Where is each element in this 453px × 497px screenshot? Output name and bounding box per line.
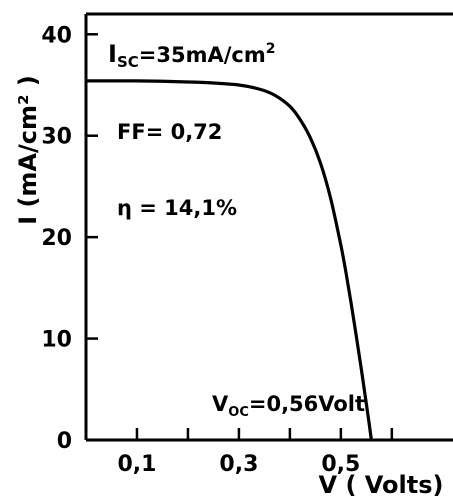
y-axis-label: I (mA/cm² )	[14, 75, 42, 225]
y-ticks: 0 10 20 30 40	[41, 23, 98, 454]
y-tick-label: 10	[41, 328, 72, 353]
voc-annotation: VOC=0,56Volt	[212, 392, 365, 420]
x-tick-label: 0,5	[321, 452, 360, 477]
x-axis-label: V ( Volts)	[319, 471, 444, 497]
isc-subscript: SC	[117, 53, 139, 71]
y-tick-label: 20	[41, 226, 72, 251]
y-tick-label: 40	[41, 23, 72, 48]
x-tick-label: 0,1	[117, 452, 156, 477]
voc-symbol: V	[212, 392, 229, 416]
iv-curve	[85, 79, 373, 441]
ff-annotation: FF= 0,72	[117, 120, 222, 144]
voc-subscript: OC	[228, 405, 249, 420]
eta-annotation: η = 14,1%	[117, 196, 237, 220]
isc-annotation: ISC=35mA/cm2	[108, 40, 275, 71]
isc-symbol: I	[108, 40, 117, 68]
y-tick-label: 0	[57, 429, 72, 454]
x-ticks: 0,1 0,3 0,5	[117, 428, 394, 477]
voc-value: =0,56Volt	[249, 392, 365, 416]
y-tick-label: 30	[41, 125, 72, 150]
isc-value: =35mA/cm	[139, 43, 266, 67]
isc-superscript: 2	[266, 41, 276, 57]
x-tick-label: 0,3	[219, 452, 258, 477]
